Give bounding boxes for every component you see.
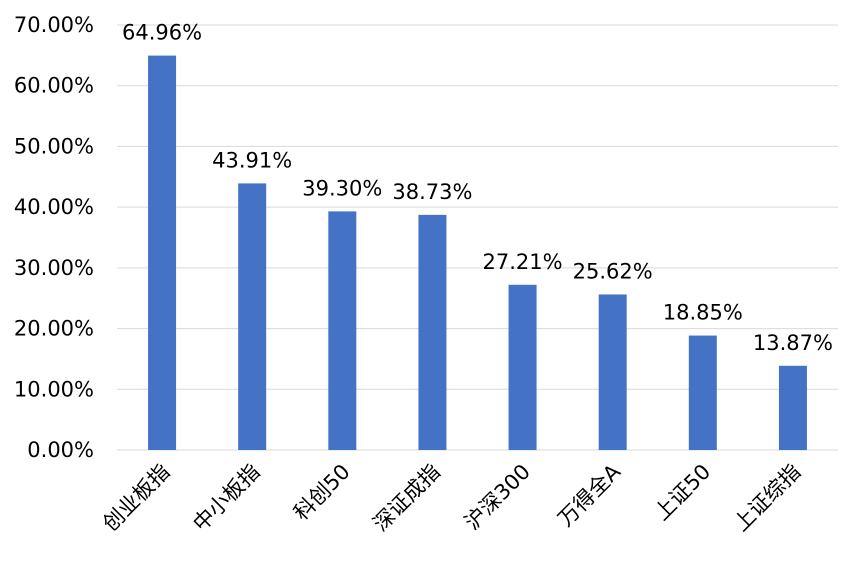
data-label: 43.91% [212,148,292,172]
x-tick-label: 万得全A [553,459,625,531]
x-tick-label: 上证综指 [729,460,805,536]
gridlines [117,24,838,451]
bar [328,211,357,450]
data-label: 64.96% [122,21,202,45]
y-tick-label: 10.00% [14,377,94,401]
y-tick-label: 20.00% [14,317,94,341]
x-tick-label: 深证成指 [369,460,445,536]
bar [148,55,177,450]
x-tick-label: 中小板指 [188,460,264,536]
x-tick-label: 上证50 [650,460,716,526]
x-tick-label: 沪深300 [460,460,535,535]
x-tick-label: 科创50 [289,460,355,526]
bars [148,55,807,450]
data-labels: 64.96% 43.91% 39.30% 38.73% 27.21% 25.62% 18.8… [122,21,833,355]
data-label: 25.62% [573,259,653,283]
y-tick-label: 30.00% [14,256,94,280]
bar [598,294,627,450]
bar [688,335,717,450]
y-axis-ticks: 0.00% 10.00% 20.00% 30.00% 40.00% 50.00% 60.00… [14,13,94,462]
data-label: 13.87% [753,331,833,355]
x-axis-ticks: 创业板指 中小板指 科创50 深证成指 沪深300 万得全A 上证50 上证综指 [98,459,805,536]
data-label: 27.21% [483,250,563,274]
data-label: 38.73% [392,180,472,204]
y-tick-label: 40.00% [14,195,94,219]
y-tick-label: 70.00% [14,13,94,37]
bar [418,214,447,450]
bar [238,183,267,450]
y-tick-label: 50.00% [14,134,94,158]
data-label: 39.30% [302,176,382,200]
y-tick-label: 0.00% [27,438,94,462]
data-label: 18.85% [663,301,743,325]
x-tick-label: 创业板指 [98,460,174,536]
y-tick-label: 60.00% [14,74,94,98]
bar [778,365,807,450]
bar [508,284,537,450]
